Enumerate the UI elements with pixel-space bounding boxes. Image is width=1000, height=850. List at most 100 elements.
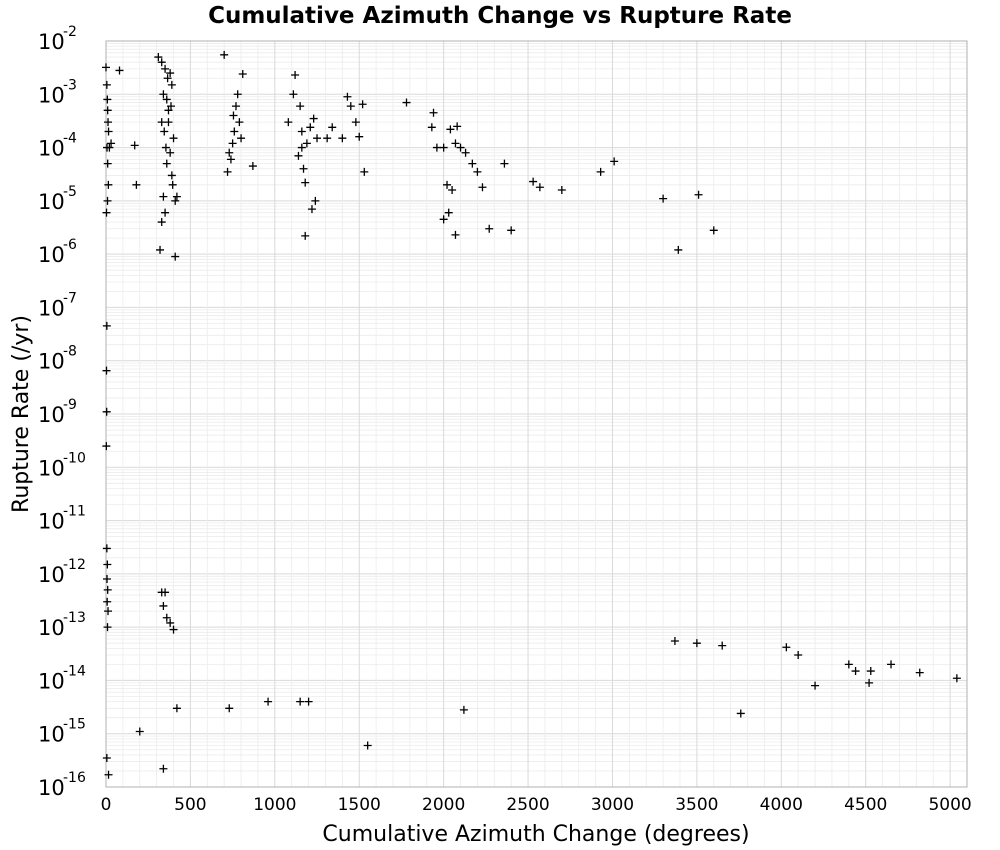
y-tick-base: 10 bbox=[38, 350, 65, 374]
data-point bbox=[670, 636, 679, 645]
data-point bbox=[674, 245, 683, 254]
data-point bbox=[248, 162, 257, 171]
data-point bbox=[102, 442, 111, 451]
data-point bbox=[223, 167, 232, 176]
data-point bbox=[794, 651, 803, 660]
data-point bbox=[299, 164, 308, 173]
data-point bbox=[456, 143, 465, 152]
y-tick-exponent: -10 bbox=[63, 450, 86, 466]
data-point bbox=[284, 118, 293, 127]
y-tick-exponent: -14 bbox=[63, 663, 86, 679]
y-tick-base: 10 bbox=[38, 669, 65, 693]
x-tick-label: 2000 bbox=[422, 795, 465, 815]
y-tick-exponent: -13 bbox=[63, 610, 86, 626]
data-point bbox=[439, 143, 448, 152]
data-point bbox=[164, 106, 173, 115]
data-point bbox=[453, 122, 462, 131]
x-tick-label: 1500 bbox=[338, 795, 381, 815]
y-tick-base: 10 bbox=[38, 616, 65, 640]
data-point bbox=[237, 134, 246, 143]
y-tick-base: 10 bbox=[38, 456, 65, 480]
y-tick-base: 10 bbox=[38, 563, 65, 587]
data-point bbox=[358, 100, 367, 109]
data-point bbox=[103, 560, 112, 569]
data-point bbox=[289, 90, 298, 99]
data-point bbox=[302, 139, 311, 148]
data-point bbox=[103, 106, 112, 115]
data-point bbox=[238, 70, 247, 79]
data-point bbox=[866, 667, 875, 676]
data-point bbox=[461, 148, 470, 157]
data-point bbox=[429, 108, 438, 117]
x-axis-ticks: 0 500 1000 1500 2000 2500 3000 3500 4000 4500 5000 bbox=[101, 795, 972, 815]
y-axis-ticks: 10-210-310-410-510-610-710-810-910-1010-… bbox=[38, 24, 86, 800]
data-point bbox=[264, 697, 273, 706]
data-point bbox=[104, 127, 113, 136]
data-point bbox=[103, 196, 112, 205]
y-tick-exponent: -9 bbox=[63, 397, 77, 413]
data-point bbox=[104, 770, 113, 779]
data-point bbox=[161, 208, 170, 217]
x-axis-label: Cumulative Azimuth Change (degrees) bbox=[322, 822, 749, 847]
data-point bbox=[736, 709, 745, 718]
data-point bbox=[172, 704, 181, 713]
data-point bbox=[952, 674, 961, 683]
data-point bbox=[355, 132, 364, 141]
data-point bbox=[500, 159, 509, 168]
data-point bbox=[103, 575, 112, 584]
data-point bbox=[154, 53, 163, 62]
data-point bbox=[291, 71, 300, 80]
data-point bbox=[439, 215, 448, 224]
data-point bbox=[172, 192, 181, 201]
data-point bbox=[167, 80, 176, 89]
data-point bbox=[432, 143, 441, 152]
data-point bbox=[448, 185, 457, 194]
data-point bbox=[164, 118, 173, 127]
data-point bbox=[102, 407, 111, 416]
data-point bbox=[102, 63, 110, 72]
y-tick-exponent: -11 bbox=[63, 504, 86, 520]
data-point bbox=[402, 98, 411, 107]
data-point bbox=[468, 159, 477, 168]
data-point bbox=[309, 114, 318, 123]
x-tick-label: 0 bbox=[101, 795, 112, 815]
data-point bbox=[443, 180, 452, 189]
x-tick-label: 4000 bbox=[760, 795, 803, 815]
data-point bbox=[296, 697, 305, 706]
y-tick-base: 10 bbox=[38, 137, 65, 161]
data-point bbox=[166, 69, 175, 78]
y-tick-base: 10 bbox=[38, 190, 65, 214]
data-point bbox=[692, 639, 701, 648]
data-point bbox=[659, 194, 668, 203]
y-tick-exponent: -7 bbox=[63, 290, 77, 306]
data-point bbox=[135, 727, 144, 736]
data-point bbox=[162, 159, 171, 168]
data-point bbox=[557, 185, 566, 194]
data-point bbox=[220, 50, 229, 59]
data-point bbox=[301, 178, 310, 187]
data-point bbox=[301, 231, 310, 240]
data-point bbox=[294, 151, 303, 160]
data-point bbox=[297, 127, 306, 136]
data-point bbox=[451, 139, 460, 148]
data-point bbox=[363, 741, 372, 750]
grid bbox=[105, 40, 968, 788]
data-point bbox=[102, 366, 111, 375]
data-point bbox=[225, 704, 234, 713]
data-point bbox=[168, 180, 177, 189]
data-point bbox=[233, 90, 242, 99]
data-point bbox=[166, 148, 175, 157]
data-point bbox=[297, 143, 306, 152]
x-tick-label: 5000 bbox=[928, 795, 971, 815]
data-point bbox=[161, 588, 170, 597]
data-point bbox=[102, 544, 111, 553]
y-tick-exponent: -15 bbox=[63, 717, 86, 733]
data-point bbox=[103, 597, 112, 606]
data-point bbox=[529, 177, 538, 186]
data-point bbox=[346, 102, 355, 111]
y-tick-base: 10 bbox=[38, 243, 65, 267]
data-point bbox=[865, 678, 874, 687]
y-tick-base: 10 bbox=[38, 776, 65, 800]
data-point bbox=[105, 143, 114, 152]
